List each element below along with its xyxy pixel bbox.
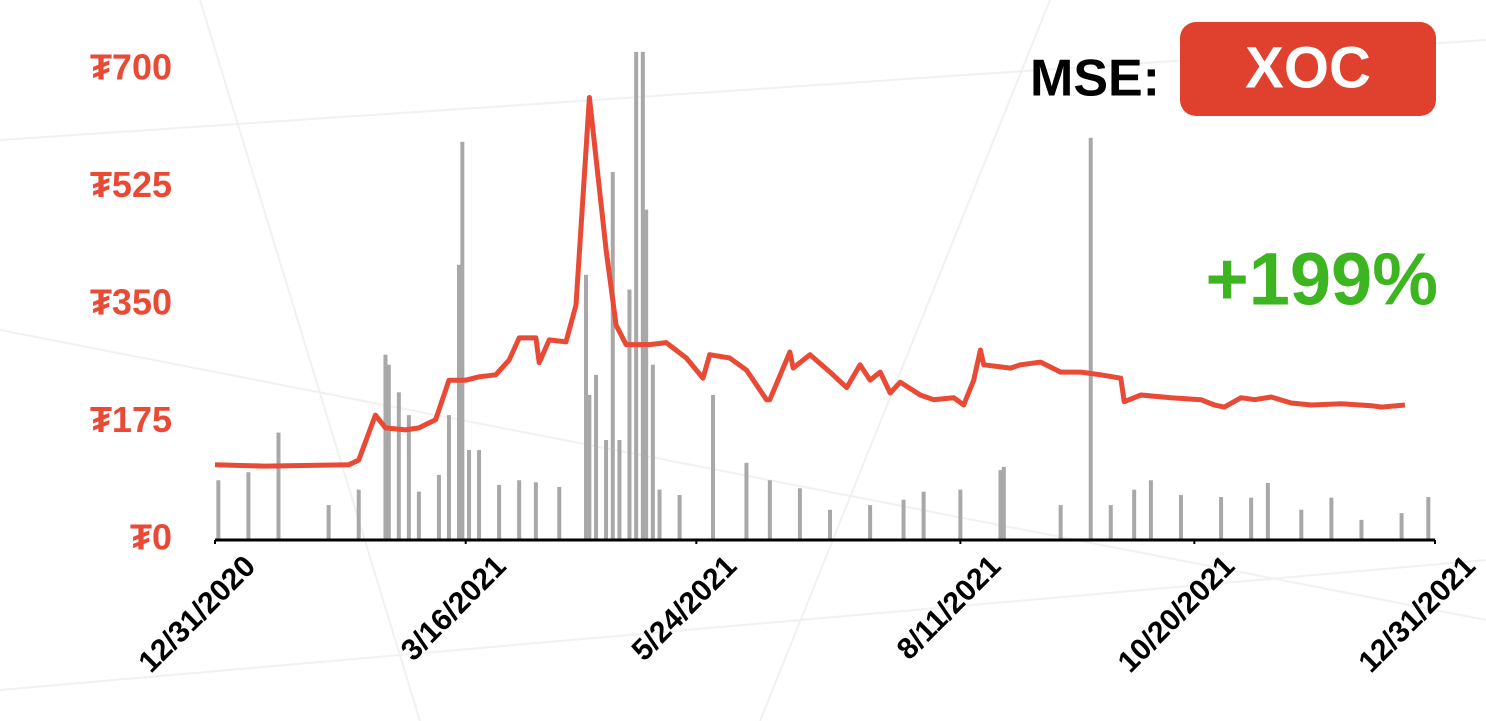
volume-bar xyxy=(460,141,465,541)
volume-bar xyxy=(958,489,963,540)
volume-bar xyxy=(1299,509,1304,540)
volume-bar xyxy=(396,392,401,540)
volume-bar xyxy=(868,505,873,540)
y-tick-label: ₮525 xyxy=(90,164,172,205)
volume-bar xyxy=(246,472,251,540)
volume-bar xyxy=(998,470,1003,540)
volume-bar xyxy=(1329,497,1334,540)
volume-bar xyxy=(617,439,622,540)
volume-bar xyxy=(1058,505,1063,540)
volume-bar xyxy=(921,491,926,540)
volume-bar xyxy=(477,450,482,540)
volume-bar xyxy=(767,480,772,540)
volume-bar xyxy=(533,482,538,540)
volume-bar xyxy=(386,364,391,540)
volume-bar xyxy=(1219,497,1224,540)
volume-bar xyxy=(1132,489,1137,540)
price-line xyxy=(214,95,1406,469)
volume-bar xyxy=(383,354,388,540)
volume-bar xyxy=(1359,519,1364,540)
volume-bar xyxy=(1088,137,1093,541)
volume-bar xyxy=(627,289,632,540)
volume-bar xyxy=(457,264,461,540)
volume-bar xyxy=(711,394,716,540)
badge-ticker: XOC xyxy=(1245,35,1371,100)
volume-bar xyxy=(584,274,589,540)
volume-bar xyxy=(901,499,906,540)
x-tick-label: 10/20/2021 xyxy=(1112,550,1242,680)
y-tick-label: ₮350 xyxy=(90,282,172,323)
badge-label: MSE: xyxy=(1030,50,1160,108)
volume-bar xyxy=(216,480,221,540)
volume-bar xyxy=(1249,497,1254,540)
volume-bar xyxy=(1108,505,1113,540)
volume-bar xyxy=(1265,482,1270,540)
volume-bar xyxy=(1426,497,1431,540)
volume-bar xyxy=(640,51,645,540)
volume-bar xyxy=(276,432,281,540)
volume-bar xyxy=(634,51,639,540)
badge-box xyxy=(1180,22,1436,116)
volume-bar xyxy=(1001,466,1006,540)
volume-bar xyxy=(517,480,522,540)
y-tick-label: ₮175 xyxy=(90,399,172,440)
x-tick-label: 12/31/2020 xyxy=(132,550,262,680)
volume-bar xyxy=(797,488,802,540)
volume-bar xyxy=(1148,480,1153,540)
volume-bar xyxy=(657,489,662,540)
volume-bar xyxy=(644,209,649,540)
y-tick-label: ₮700 xyxy=(90,47,172,88)
volume-bar xyxy=(467,450,472,540)
volume-bar xyxy=(610,172,615,541)
volume-bar xyxy=(416,491,421,540)
volume-bar xyxy=(650,364,655,540)
volume-bar xyxy=(356,489,361,540)
volume-bar xyxy=(1178,495,1183,540)
volume-bar xyxy=(446,415,451,540)
volume-bar xyxy=(587,394,592,540)
volume-bar xyxy=(497,484,502,540)
volume-bar xyxy=(406,415,411,540)
volume-bar xyxy=(677,495,682,540)
volume-bars xyxy=(216,51,1431,541)
volume-bar xyxy=(594,374,599,540)
x-tick-label: 5/24/2021 xyxy=(626,550,744,668)
price-line xyxy=(214,95,1406,469)
change-annotation: +199% xyxy=(1206,238,1438,321)
volume-bar xyxy=(1399,513,1404,540)
volume-bar xyxy=(326,505,331,540)
volume-bar xyxy=(744,462,749,540)
volume-bar xyxy=(557,486,562,540)
volume-bar xyxy=(604,439,609,540)
volume-bar xyxy=(828,509,833,540)
x-tick-label: 8/11/2021 xyxy=(891,550,1008,667)
volume-bar xyxy=(436,474,441,540)
y-tick-label: ₮0 xyxy=(130,517,172,558)
